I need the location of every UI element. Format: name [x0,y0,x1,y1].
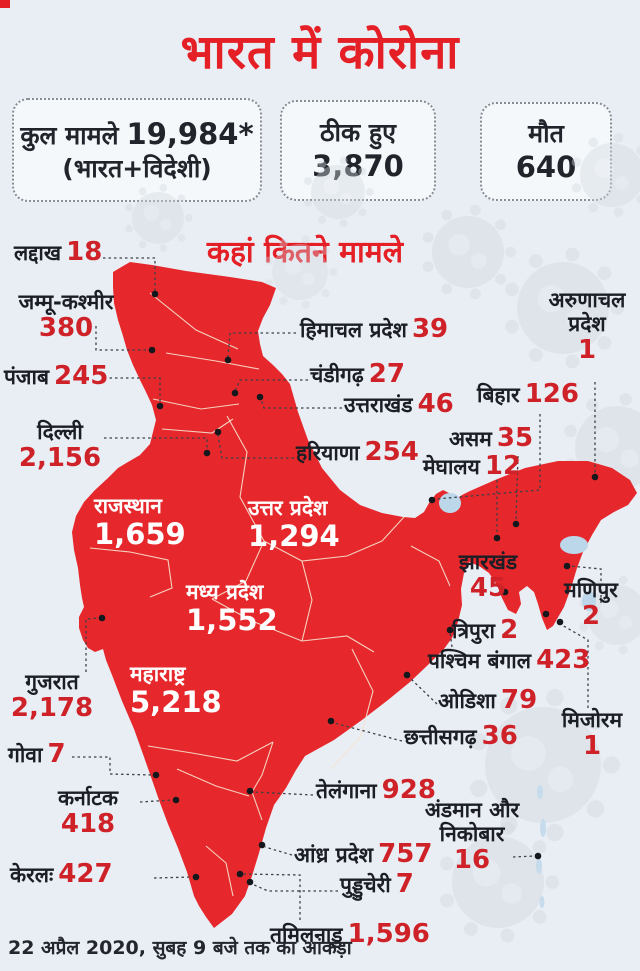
state-label-goa: गोवा 7 [8,739,66,769]
virus-watermark [505,247,625,369]
total-cases-label: कुल मामले [20,121,119,151]
state-label-haryana: हरियाणा 254 [296,437,419,467]
deaths-value: 640 [515,150,577,184]
state-label-andaman-nicobar: अंडमान और निकोबार 16 [424,798,520,876]
state-label-rajasthan: राजस्थान 1,659 [94,494,186,552]
state-label-mizoram: मिजोरम 1 [561,708,623,762]
corner-accent [0,0,10,8]
state-label-manipur: मणिपुर 2 [564,578,618,632]
recovered-label: ठीक हुए [319,117,396,147]
state-borders [89,292,451,897]
marker-dots [98,290,599,886]
state-label-kerala: केरलः 427 [10,859,113,889]
stat-box-recovered: ठीक हुए 3,870 [280,100,436,201]
state-label-assam: असम 35 [449,423,534,453]
state-label-arunachal-pradesh: अरुणाचल प्रदेश 1 [548,288,626,366]
page-title: भारत में कोरोना [180,25,460,80]
state-label-meghalaya: मेघालय 12 [423,451,522,481]
state-label-gujarat: गुजरात 2,178 [10,670,94,724]
stat-box-total-cases: कुल मामले 19,984* (भारत+विदेशी) [12,98,262,202]
state-label-punjab: पंजाब 245 [4,361,109,391]
total-cases-sublabel: (भारत+विदेशी) [62,153,212,183]
virus-watermark [469,688,621,842]
deaths-label: मौत [528,118,564,148]
footnote: 22 अप्रैल 2020, सुबह 9 बजे तक का आंकड़ा [8,937,352,959]
virus-watermark [125,183,193,253]
state-label-maharashtra: महाराष्ट्र 5,218 [130,662,222,720]
state-label-andhra-pradesh: आंध्र प्रदेश 757 [294,839,433,869]
virus-watermark [571,133,640,217]
virus-watermark [579,575,640,655]
state-label-chhattisgarh: छत्तीसगढ़ 36 [404,721,518,751]
virus-watermark [422,204,516,300]
state-label-tamil-nadu: तमिलनाडु 1,596 [270,919,430,949]
state-label-uttar-pradesh: उत्तर प्रदेश 1,294 [248,496,340,554]
state-label-tripura: त्रिपुरा 2 [452,615,519,645]
state-label-odisha: ओडिशा 79 [438,685,538,715]
state-label-jammu-kashmir: जम्मू-कश्मीर 380 [18,290,114,344]
virus-watermark [440,821,560,943]
map-heading: कहां कितने मामले [206,235,404,270]
state-label-karnataka: कर्नाटक 418 [58,786,118,840]
total-cases-value: 19,984* [126,117,254,152]
state-label-chandigarh: चंडीगढ़ 27 [310,359,405,389]
state-label-jharkhand: झारखंड 45 [458,550,518,604]
virus-watermark [264,235,338,309]
stat-box-deaths: मौत 640 [480,102,612,201]
state-label-west-bengal: पश्चिम बंगाल 423 [428,645,591,675]
recovered-value: 3,870 [312,149,404,183]
virus-watermark [304,156,374,228]
state-label-himachal-pradesh: हिमाचल प्रदेश 39 [300,314,449,344]
state-label-ladakh: लद्दाख 18 [14,237,103,267]
state-label-puducherry: पुड्डुचेरी 7 [340,869,414,899]
leader-lines [72,257,602,920]
state-label-madhya-pradesh: मध्य प्रदेश 1,552 [186,580,278,638]
state-label-bihar: बिहार 126 [477,379,579,409]
state-label-uttarakhand: उत्तराखंड 46 [344,389,454,419]
india-silhouette [72,262,637,928]
state-label-telangana: तेलंगाना 928 [316,775,436,805]
water-bodies [439,493,596,908]
state-label-delhi: दिल्ली 2,156 [18,420,102,474]
